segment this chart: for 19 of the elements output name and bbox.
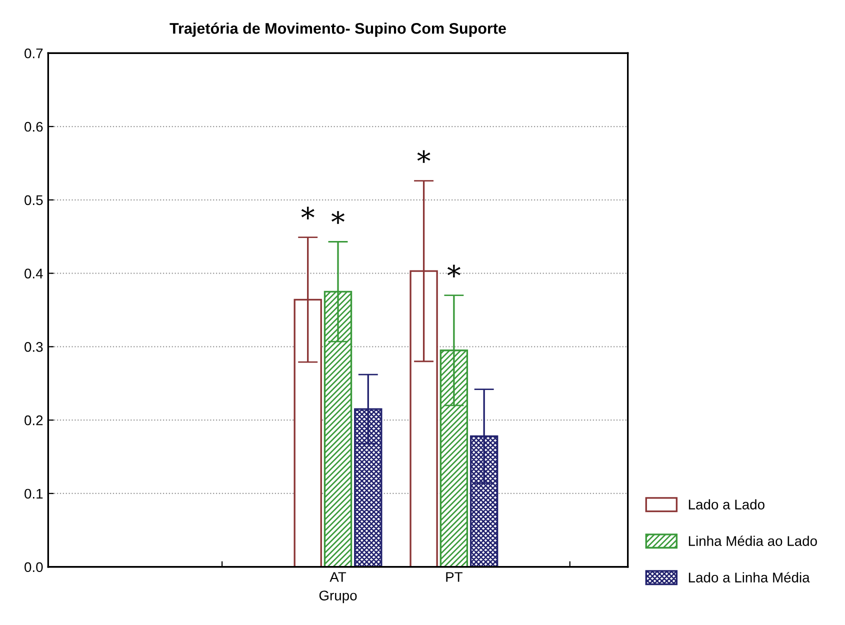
legend-label: Lado a Lado (688, 499, 764, 510)
y-tick-label: 0.2 (24, 415, 43, 426)
legend-label: Lado a Linha Média (688, 572, 810, 582)
x-tick-label: PT (446, 572, 462, 582)
chart-title: Trajetória de Movimento- Supino Com Suporte (170, 22, 506, 37)
y-tick-label: 0.0 (24, 562, 43, 572)
x-axis-title: Grupo (319, 590, 357, 604)
y-tick-label: 0.3 (24, 342, 43, 352)
annotation: * (332, 211, 344, 224)
y-tick-label: 0.4 (24, 268, 43, 278)
y-tick-label: 0.1 (24, 488, 43, 499)
annotation: * (301, 206, 314, 220)
x-tick-label: AT (330, 572, 346, 582)
legend-label: Linha Média ao Lado (688, 536, 817, 546)
y-tick-label: 0.6 (24, 122, 43, 132)
y-tick-label: 0.5 (24, 195, 43, 206)
annotation: * (447, 264, 460, 278)
y-tick-label: 0.7 (24, 48, 43, 58)
annotation: * (417, 150, 430, 163)
